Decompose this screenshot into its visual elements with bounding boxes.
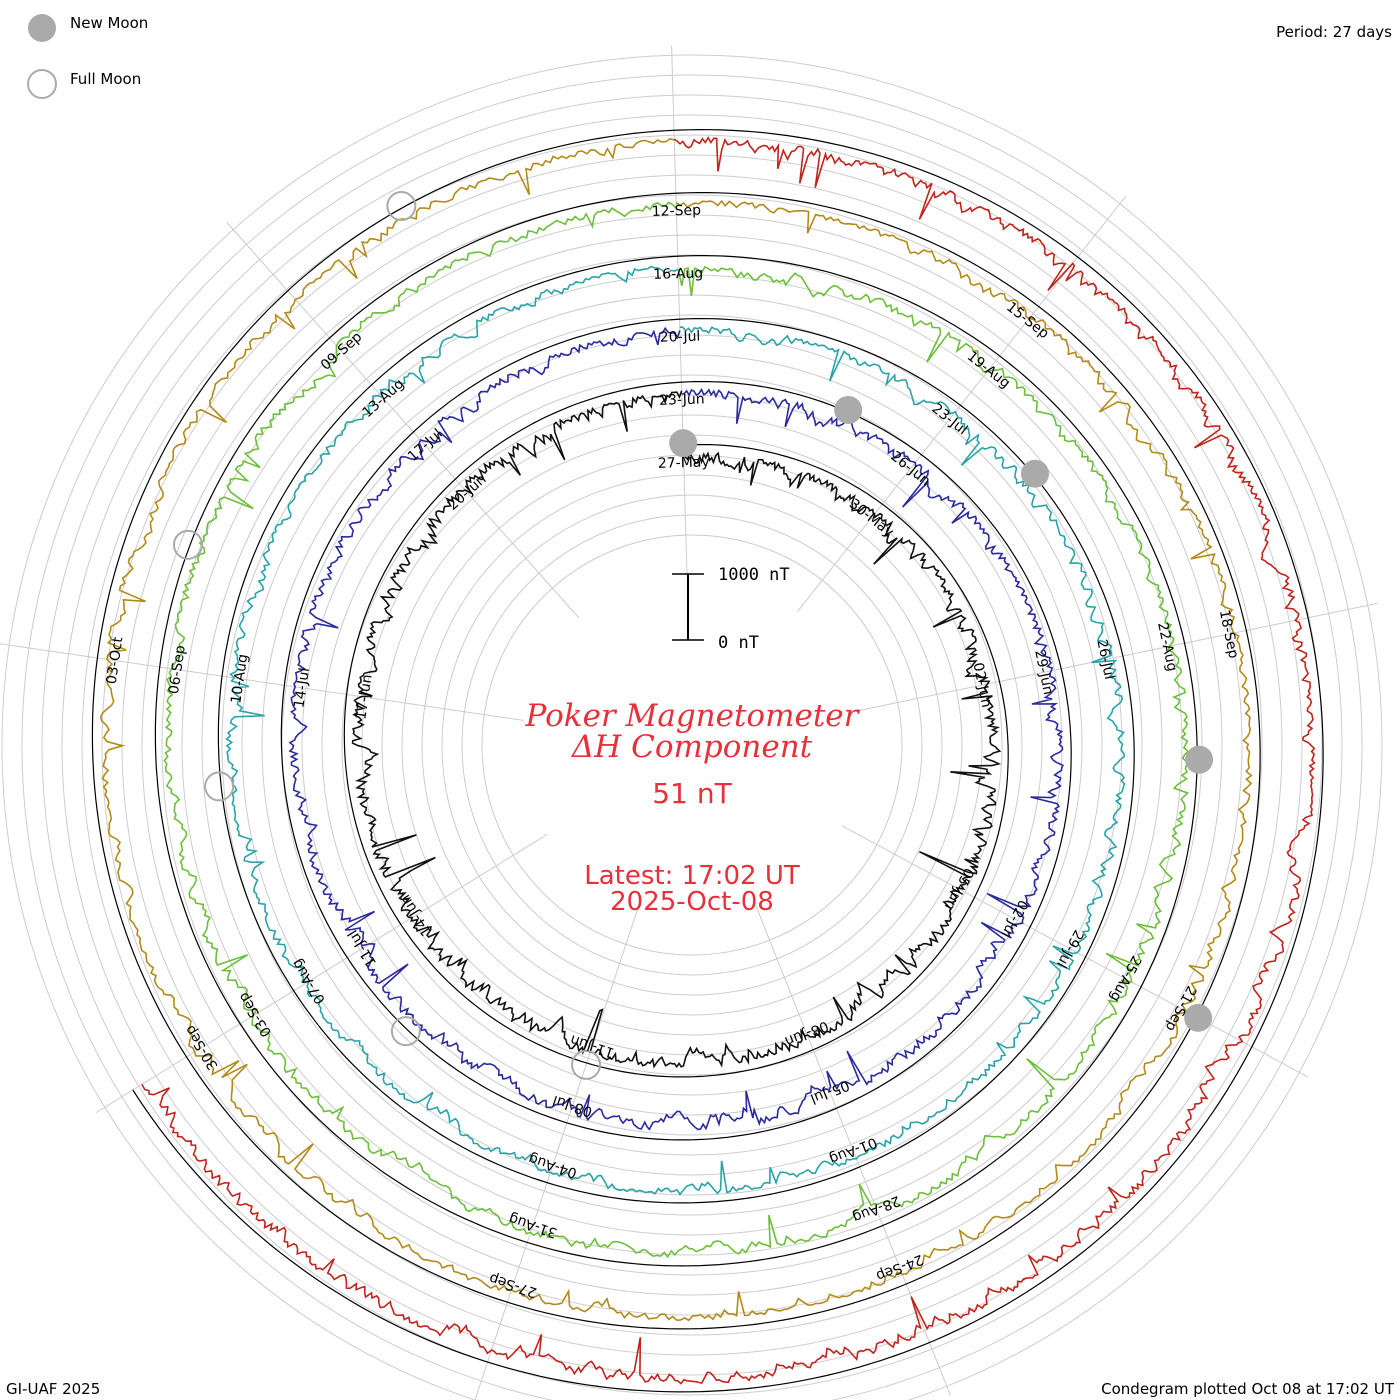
date-label: 03-Sep — [236, 989, 276, 1039]
title-line-1: Poker Magnetometer — [525, 698, 861, 734]
series-trace-3 — [225, 265, 1126, 1196]
date-label: 22-Aug — [1154, 621, 1180, 673]
date-label: 04-Aug — [527, 1150, 579, 1181]
date-label: 07-Aug — [289, 956, 329, 1007]
latest-date: 2025-Oct-08 — [610, 887, 774, 917]
footer-credit: GI-UAF 2025 — [6, 1380, 100, 1398]
grid-ring — [321, 374, 1063, 1116]
new-moon-marker — [1021, 459, 1050, 488]
date-label: 17-Jun — [353, 673, 375, 720]
date-label: 29-Jun — [1031, 648, 1056, 696]
full-moon-label: Full Moon — [70, 70, 141, 88]
base-spiral — [91, 128, 1324, 1393]
grid-spoke — [671, 45, 688, 576]
full-moon-marker — [390, 1016, 421, 1047]
new-moon-marker — [1184, 1003, 1213, 1032]
full-moon-marker — [172, 529, 203, 560]
full-moon-icon — [27, 69, 57, 99]
full-moon-marker — [204, 771, 235, 802]
date-label: 02-Jun — [969, 661, 994, 709]
series-trace-4 — [163, 201, 1190, 1259]
grid-spoke — [754, 902, 951, 1396]
date-label: 05-Jun — [941, 865, 977, 913]
date-label: 14-Jul — [291, 667, 313, 709]
date-label: 30-Sep — [182, 1022, 222, 1072]
new-moon-icon — [28, 14, 56, 42]
full-moon-marker — [386, 191, 417, 222]
grid-ring — [81, 134, 1303, 1356]
date-label: 20-Jul — [660, 329, 701, 346]
date-label: 08-Jun — [782, 1017, 830, 1049]
new-moon-marker — [669, 429, 698, 458]
period-label: Period: 27 days — [1276, 23, 1392, 41]
date-label: 23-Jun — [659, 391, 705, 408]
date-label: 20-Jun — [445, 471, 490, 513]
series-layer — [99, 136, 1316, 1385]
grid-ring — [161, 214, 1223, 1276]
date-label: 13-Aug — [360, 376, 408, 421]
grid-ring — [421, 474, 963, 1016]
date-label: 10-Aug — [228, 653, 251, 705]
grid-spoke — [858, 602, 1378, 712]
grid-ring — [1, 54, 1383, 1400]
series-trace-2 — [288, 326, 1064, 1131]
grid-spoke — [0, 643, 524, 721]
date-label: 12-Sep — [652, 202, 702, 219]
moons-layer — [172, 191, 1214, 1080]
scale-top-label: 1000 nT — [718, 565, 790, 585]
grid-spoke — [841, 825, 1309, 1078]
date-label: 16-Aug — [653, 265, 703, 282]
grid-ring — [341, 394, 1043, 1096]
date-label: 15-Sep — [1003, 299, 1052, 342]
grid-ring — [21, 74, 1363, 1400]
grid-spoke — [474, 906, 640, 1400]
current-value: 51 nT — [652, 777, 732, 810]
legend: New Moon Full Moon — [27, 14, 148, 99]
full-moon-marker — [571, 1049, 602, 1080]
grid-ring — [361, 414, 1023, 1076]
latest-time: Latest: 17:02 UT — [584, 861, 800, 891]
grid-spokes — [0, 45, 1378, 1400]
grid-ring — [481, 534, 903, 956]
date-label: 27-May — [658, 454, 710, 472]
grid-ring — [461, 514, 923, 976]
series-trace-5 — [99, 137, 1253, 1322]
date-label: 06-Sep — [166, 644, 189, 695]
grid-ring — [181, 234, 1203, 1256]
series-trace-6 — [141, 136, 1316, 1385]
new-moon-marker — [834, 395, 863, 424]
grid-ring — [201, 254, 1183, 1236]
date-label: 18-Sep — [1216, 608, 1242, 660]
grid-ring — [221, 274, 1163, 1216]
grid-spoke — [95, 833, 548, 1113]
date-label: 14-Jun — [398, 892, 436, 939]
date-label: 26-Jun — [887, 448, 933, 489]
date-label: 08-Jul — [551, 1092, 595, 1120]
grid-ring — [61, 114, 1323, 1376]
grid-ring — [101, 154, 1283, 1336]
date-label: 26-Jul — [1093, 638, 1117, 681]
base-spiral-line — [91, 128, 1324, 1393]
grid-ring — [401, 454, 983, 1036]
date-label: 23-Jul — [929, 401, 971, 439]
scale-bottom-label: 0 nT — [718, 633, 759, 653]
date-label: 03-Oct — [104, 635, 127, 685]
scale-bar: 1000 nT 0 nT — [672, 565, 790, 653]
date-label: 17-Jul — [405, 426, 446, 465]
title-line-2: ΔH Component — [571, 729, 813, 765]
footer-plot-time: Condegram plotted Oct 08 at 17:02 UT — [1101, 1380, 1395, 1398]
new-moon-label: New Moon — [70, 14, 148, 32]
new-moon-marker — [1185, 745, 1214, 774]
grid-spoke — [226, 221, 580, 619]
date-label: 30-May — [846, 496, 897, 541]
grid-ring — [441, 494, 943, 996]
series-trace-1 — [351, 390, 1002, 1069]
grid-ring — [41, 94, 1343, 1396]
grid-ring — [301, 354, 1083, 1136]
date-label: 27-Sep — [487, 1270, 539, 1301]
grid-ring — [141, 194, 1243, 1296]
